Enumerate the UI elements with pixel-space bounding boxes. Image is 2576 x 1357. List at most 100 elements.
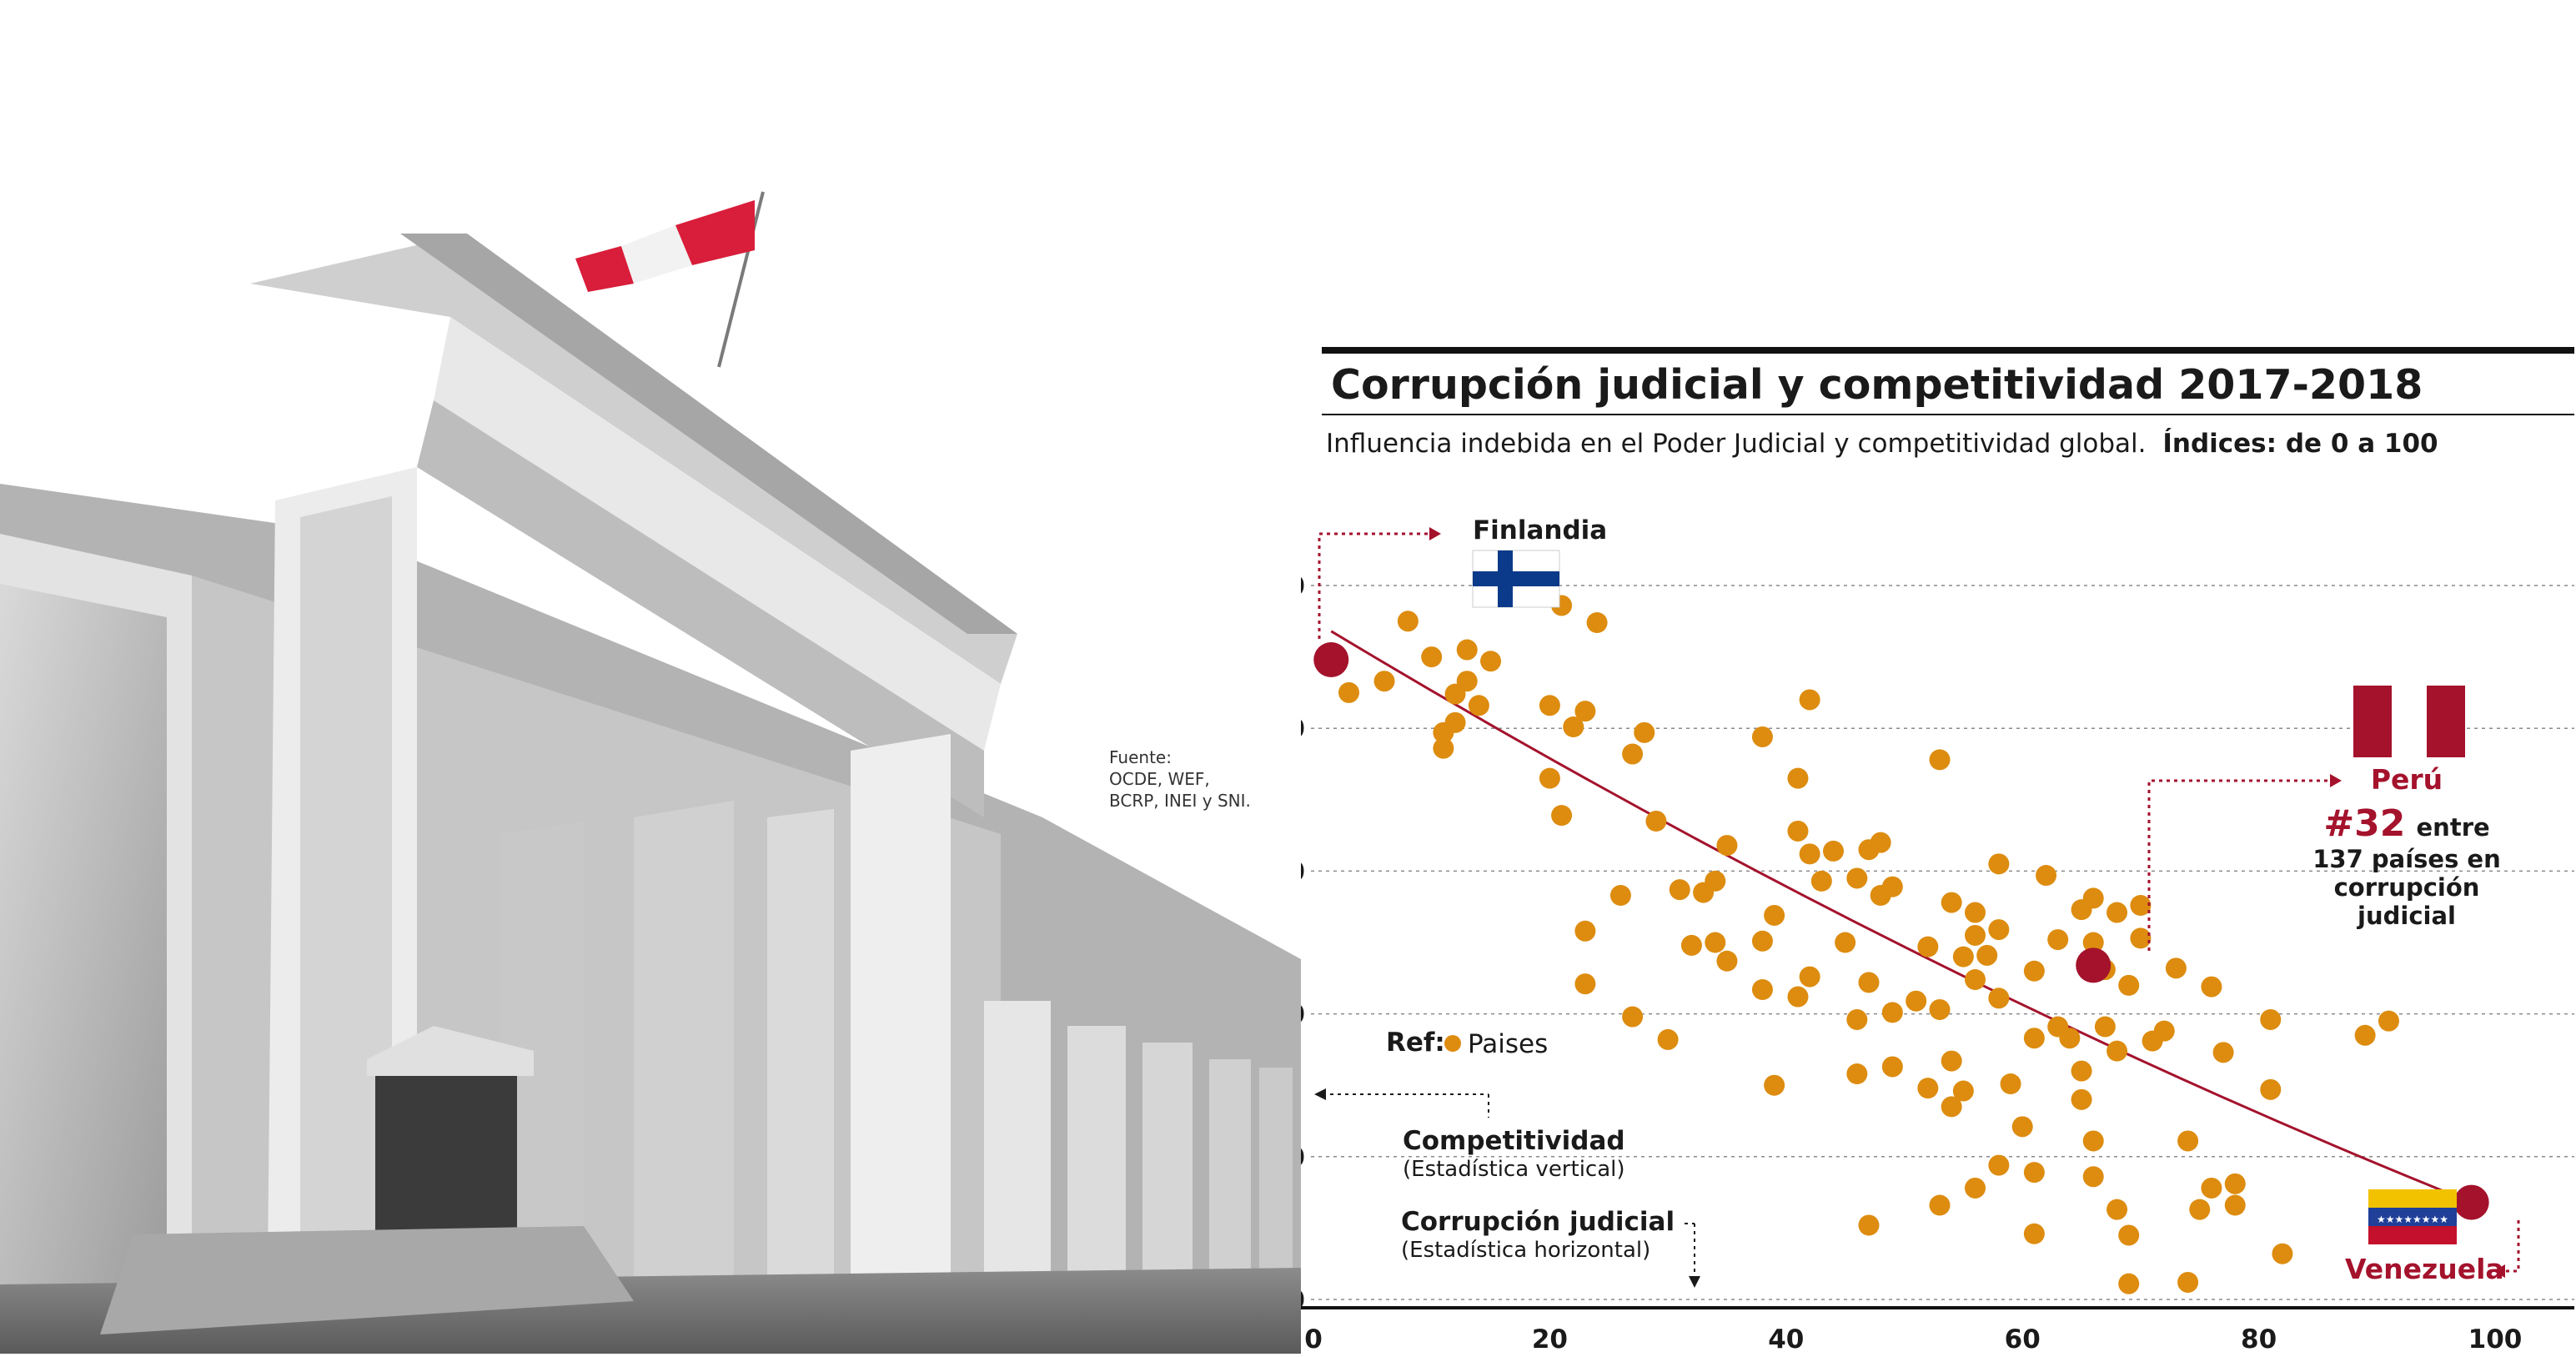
data-point: [2354, 1024, 2376, 1046]
data-point: [1705, 870, 1726, 892]
data-point: [1917, 1078, 1939, 1099]
data-point: [1574, 973, 1596, 995]
data-point: [1751, 726, 1773, 747]
arrow-left-icon: [1314, 1088, 1326, 1100]
building-mass: [0, 234, 1301, 1354]
data-point: [2000, 1073, 2021, 1094]
data-point: [1680, 934, 1702, 956]
venezuela-leader: [2506, 1218, 2520, 1273]
data-point: [1835, 932, 1856, 953]
data-point: [1870, 832, 1891, 853]
data-point: [2094, 1016, 2116, 1038]
data-point: [1751, 930, 1773, 952]
data-point: [1622, 1006, 1644, 1028]
competitividad-sub: (Estadística vertical): [1403, 1157, 1625, 1182]
x-tick-label: 60: [2005, 1324, 2041, 1354]
data-point: [1810, 870, 1832, 892]
x-tick-label: 80: [2241, 1324, 2277, 1354]
legend-marker: [1444, 1035, 1461, 1052]
data-point: [2082, 1130, 2104, 1152]
data-point: [1787, 767, 1809, 789]
arrow-right-icon: [2330, 774, 2342, 787]
data-point: [2201, 1177, 2222, 1199]
y-tick-label: 30: [1301, 1285, 1305, 1315]
data-point: [2082, 887, 2104, 909]
data-point: [1822, 840, 1844, 862]
chart-title: Corrupción judicial y competitividad 201…: [1331, 361, 2423, 409]
highlight-point-per: [2076, 947, 2112, 983]
source-note: Fuente: OCDE, WEF, BCRP, INEI y SNI.: [1109, 746, 1251, 812]
x-axis-ticks: 0 20 40 60 80 100: [1304, 1324, 2522, 1354]
highlighted-points: [1313, 642, 2489, 1220]
data-point: [1929, 749, 1951, 771]
data-point: [1988, 1154, 2010, 1176]
data-point: [1965, 1177, 1986, 1199]
data-point: [2272, 1243, 2293, 1264]
data-point: [1858, 972, 1880, 993]
data-point: [1574, 701, 1596, 722]
arrow-left-icon: [2493, 1264, 2505, 1278]
data-point: [2071, 1060, 2092, 1082]
data-point: [1444, 711, 1466, 733]
peru-entre: entre: [2417, 813, 2490, 842]
venezuela-label: Venezuela: [2345, 1253, 2504, 1285]
peru-rank-line: #32 entre: [2323, 802, 2489, 845]
data-point: [2153, 1020, 2175, 1042]
trend-line: [1330, 630, 2473, 1204]
data-point: [1881, 1056, 1903, 1078]
data-point: [2023, 960, 2045, 982]
corrupcion-sub: (Estadística horizontal): [1401, 1238, 1650, 1263]
legend-ref: Ref:: [1386, 1028, 1445, 1058]
venezuela-flag-icon: ★★★★★★★★: [2368, 1189, 2457, 1244]
data-point: [1881, 876, 1903, 897]
chart-subtitle: Influencia indebida en el Poder Judicial…: [1326, 429, 2438, 459]
data-point: [2118, 1224, 2140, 1246]
data-point: [1787, 820, 1809, 842]
data-point: [1965, 969, 1986, 991]
data-point: [1965, 924, 1986, 946]
data-point: [1952, 946, 1974, 967]
data-point: [1988, 853, 2010, 875]
data-point: [2036, 865, 2057, 887]
arrow-right-icon: [1429, 527, 1441, 540]
arrow-down-icon: [1689, 1276, 1700, 1288]
data-point: [2189, 1199, 2211, 1220]
data-point: [2224, 1194, 2246, 1216]
peru-flag-icon: [2353, 686, 2465, 757]
highlight-point-finlandia: [1313, 642, 1349, 678]
peru-line4: judicial: [2357, 902, 2456, 930]
chart-svg: Corrupción judicial y competitividad 201…: [1269, 347, 2574, 1354]
peru-flag: [575, 191, 765, 368]
competitividad-label: Competitividad: [1403, 1126, 1625, 1156]
data-point: [1433, 737, 1454, 759]
chart-subtitle-text: Influencia indebida en el Poder Judicial…: [1326, 429, 2147, 459]
peru-line2: 137 países en: [2312, 845, 2501, 873]
data-point: [1941, 892, 1962, 913]
svg-text:★★★★★★★★: ★★★★★★★★: [2377, 1214, 2448, 1225]
data-point: [1397, 611, 1419, 632]
data-point: [1917, 936, 1939, 957]
data-point: [2165, 957, 2187, 979]
peru-line3: corrupción: [2334, 873, 2480, 902]
data-points: [1338, 595, 2399, 1294]
data-point: [2130, 894, 2152, 916]
data-point: [1373, 671, 1395, 692]
data-point: [2023, 1223, 2045, 1244]
data-point: [1716, 950, 1738, 972]
data-point: [1799, 966, 1820, 988]
data-point: [2378, 1010, 2399, 1032]
data-point: [1551, 805, 1573, 827]
palacio-de-justicia-photo: [0, 191, 1301, 1354]
data-point: [2106, 902, 2128, 923]
peru-label: Perú: [2371, 763, 2443, 796]
data-point: [1539, 695, 1560, 716]
data-point: [1657, 1028, 1679, 1050]
source-label: Fuente:: [1109, 747, 1172, 767]
data-point: [2106, 1199, 2128, 1220]
y-tick-label: 60: [1301, 857, 1305, 887]
data-point: [2047, 929, 2069, 951]
legend-item: Paises: [1468, 1029, 1548, 1059]
data-point: [1634, 721, 1655, 743]
highlight-point-venezuela: [2453, 1184, 2489, 1220]
data-point: [1456, 671, 1478, 692]
